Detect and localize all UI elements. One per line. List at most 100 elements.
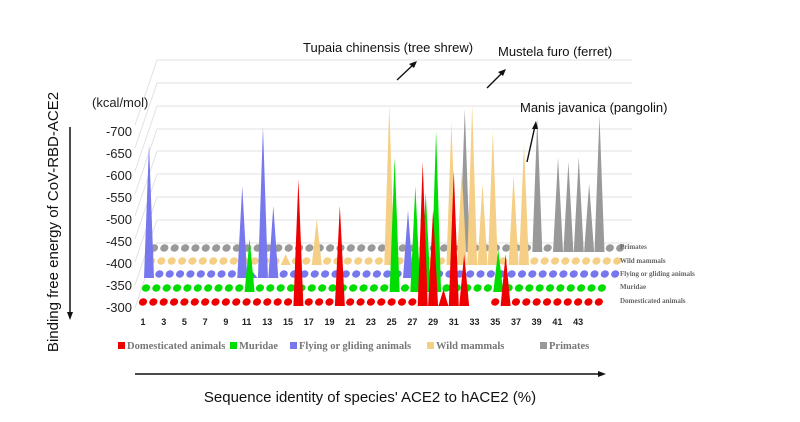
- base-dot: [273, 298, 282, 306]
- base-dot: [584, 298, 593, 306]
- pyramid-bar: [459, 254, 470, 306]
- base-dot: [328, 284, 337, 292]
- base-dot: [349, 284, 358, 292]
- base-dot: [198, 257, 207, 265]
- base-dot: [517, 270, 527, 278]
- base-dot: [207, 270, 216, 278]
- base-dot: [180, 244, 190, 252]
- gridline-perspective: [134, 82, 158, 149]
- pyramid-bar: [500, 254, 511, 306]
- base-dot: [169, 298, 179, 306]
- pyramid-bar: [384, 104, 395, 265]
- base-dot: [165, 270, 174, 278]
- base-dot: [548, 270, 558, 278]
- base-dot: [611, 270, 620, 278]
- base-dot: [569, 270, 578, 278]
- base-dot: [160, 244, 169, 252]
- base-dot: [276, 284, 285, 292]
- base-dot: [367, 244, 376, 252]
- legend-label: Domesticated animals: [127, 341, 225, 352]
- base-dot: [397, 298, 407, 306]
- base-dot: [201, 244, 210, 252]
- base-dot: [507, 270, 516, 278]
- base-dot: [364, 257, 373, 265]
- x-tick-label: 13: [262, 317, 272, 327]
- base-dot: [400, 284, 410, 292]
- row-label: Flying or gliding animals: [620, 270, 695, 278]
- pyramid-bar: [573, 157, 584, 252]
- legend-label: Wild mammals: [436, 341, 504, 352]
- base-dot: [439, 244, 449, 252]
- pyramid-bar: [257, 126, 268, 278]
- base-dot: [357, 244, 366, 252]
- base-dot: [263, 298, 272, 306]
- base-dot: [528, 270, 537, 278]
- x-tick-label: 1: [140, 317, 145, 327]
- x-tick-label: 9: [223, 317, 228, 327]
- x-axis-title: Sequence identity of species' ACE2 to hA…: [204, 389, 536, 406]
- annotation-arrow: [526, 125, 536, 163]
- base-dot: [542, 298, 552, 306]
- base-dot: [141, 284, 151, 292]
- base-dot: [266, 284, 275, 292]
- x-tick-label: 21: [345, 317, 355, 327]
- base-dot: [483, 284, 492, 292]
- base-dot: [305, 244, 314, 252]
- base-dot: [592, 257, 601, 265]
- y-tick-label: -300: [106, 300, 132, 315]
- base-dot: [232, 298, 241, 306]
- base-dot: [188, 257, 197, 265]
- base-dot: [352, 270, 361, 278]
- base-dot: [455, 270, 464, 278]
- pyramid-bar: [456, 170, 467, 265]
- base-dot: [566, 284, 575, 292]
- base-dot: [326, 244, 335, 252]
- annotation-arrow-head: [498, 69, 506, 76]
- base-dot: [307, 284, 316, 292]
- base-dot: [605, 244, 614, 252]
- x-tick-label: 3: [161, 317, 166, 327]
- base-dot: [473, 284, 482, 292]
- y-tick-label: -450: [106, 234, 132, 249]
- x-arrow-head: [598, 371, 606, 377]
- x-tick-label: 17: [304, 317, 314, 327]
- x-tick-label: 19: [324, 317, 334, 327]
- base-dot: [511, 298, 521, 306]
- base-dot: [383, 270, 392, 278]
- base-dot: [602, 257, 611, 265]
- pyramid-bar: [438, 289, 449, 306]
- series-flying-or-gliding-animals: [144, 126, 620, 278]
- legend-swatch: [230, 342, 237, 349]
- x-tick-label: 35: [490, 317, 500, 327]
- x-tick-label: 29: [428, 317, 438, 327]
- base-dot: [346, 244, 355, 252]
- base-dot: [442, 284, 451, 292]
- base-dot: [502, 244, 511, 252]
- legend-label: Primates: [549, 341, 589, 352]
- base-dot: [138, 298, 148, 306]
- gridline-perspective: [134, 105, 158, 172]
- series-domesticated-animals: [138, 161, 603, 306]
- base-dot: [525, 284, 534, 292]
- base-dot: [486, 270, 495, 278]
- pyramid-bar: [584, 183, 595, 252]
- x-tick-label: 5: [182, 317, 187, 327]
- legend: Domesticated animals Muridae Flying or gli…: [118, 341, 589, 352]
- base-dot: [600, 270, 609, 278]
- base-dot: [283, 298, 293, 306]
- base-dot: [582, 257, 591, 265]
- base-dot: [193, 284, 202, 292]
- y-tick-labels: -700 -650 -600 -550 -500 -450 -400 -350 -300: [106, 124, 132, 315]
- base-dot: [556, 284, 565, 292]
- base-dot: [162, 284, 171, 292]
- base-dot: [252, 298, 262, 306]
- row-label: Primates: [620, 243, 647, 251]
- base-dot: [387, 298, 396, 306]
- base-dot: [587, 284, 596, 292]
- base-dot: [250, 257, 259, 265]
- pyramid-bar: [389, 157, 400, 292]
- base-dot: [550, 257, 560, 265]
- base-dot: [491, 298, 500, 306]
- base-dot: [356, 298, 365, 306]
- x-tick-label: 23: [366, 317, 376, 327]
